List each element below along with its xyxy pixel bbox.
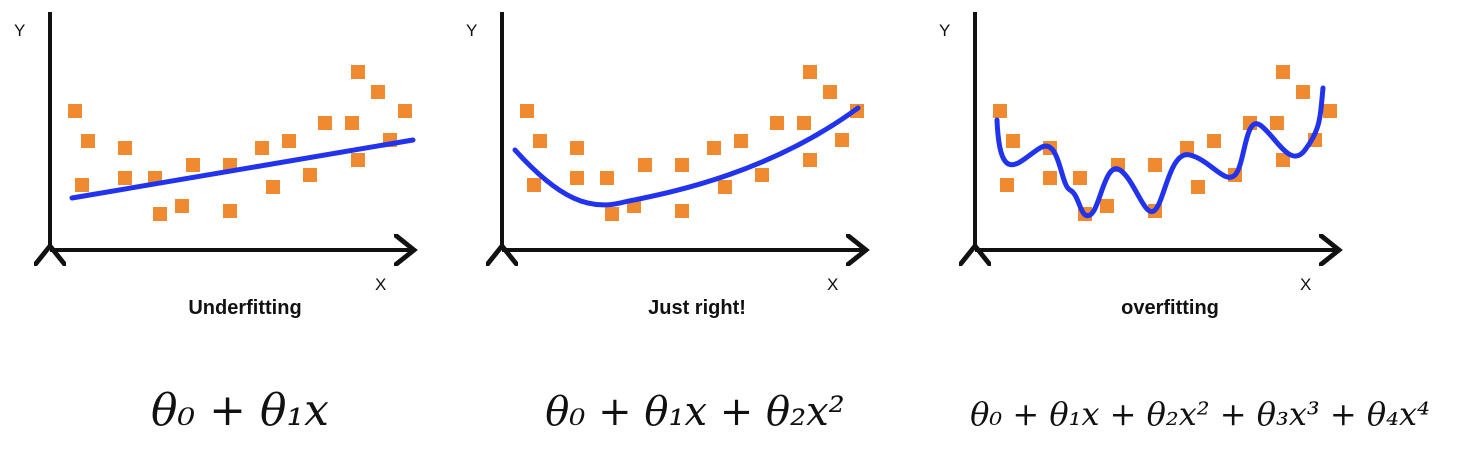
formula: θ₀ + θ₁x + θ₂x² + θ₃x³ + θ₄x⁴ <box>970 395 1430 433</box>
data-point <box>118 141 132 155</box>
data-point <box>1100 199 1114 213</box>
data-point <box>770 116 784 130</box>
data-point <box>175 199 189 213</box>
data-point <box>1207 134 1221 148</box>
data-point <box>351 153 365 167</box>
data-point <box>1148 158 1162 172</box>
fit-wiggle <box>994 85 1326 219</box>
data-point <box>398 104 412 118</box>
panels: Y X Underfitting θ₀ + θ₁x Y X Just right! θ₀ + … <box>14 12 1430 436</box>
fit-curve <box>512 105 861 208</box>
y-label: Y <box>466 21 477 40</box>
data-point <box>734 134 748 148</box>
y-label: Y <box>939 21 950 40</box>
data-point <box>75 178 89 192</box>
data-point <box>605 207 619 221</box>
data-point <box>675 158 689 172</box>
data-point <box>797 116 811 130</box>
data-point <box>1191 180 1205 194</box>
data-point <box>81 134 95 148</box>
data-point <box>520 104 534 118</box>
data-point <box>255 141 269 155</box>
data-point <box>1270 116 1284 130</box>
data-point <box>1073 171 1087 185</box>
axes <box>50 12 410 250</box>
data-point <box>803 65 817 79</box>
data-point <box>570 141 584 155</box>
x-label: X <box>1300 275 1311 294</box>
data-point <box>755 168 769 182</box>
data-point <box>303 168 317 182</box>
formula: θ₀ + θ₁x + θ₂x² <box>545 389 844 435</box>
x-label: X <box>827 275 838 294</box>
axes <box>975 12 1335 250</box>
data-point <box>153 207 167 221</box>
data-point <box>1043 171 1057 185</box>
data-point <box>570 171 584 185</box>
data-point <box>1296 85 1310 99</box>
data-point <box>707 141 721 155</box>
data-point <box>1276 65 1290 79</box>
data-point <box>345 116 359 130</box>
axes <box>502 12 862 250</box>
data-point <box>318 116 332 130</box>
data-point <box>638 158 652 172</box>
data-point <box>675 204 689 218</box>
y-label: Y <box>14 21 25 40</box>
panel-title: Just right! <box>648 297 746 319</box>
data-point <box>223 204 237 218</box>
data-point <box>823 85 837 99</box>
data-point <box>1180 141 1194 155</box>
panel-title: overfitting <box>1121 297 1219 319</box>
data-point <box>371 85 385 99</box>
data-point <box>1000 178 1014 192</box>
data-point <box>186 158 200 172</box>
data-point <box>282 134 296 148</box>
data-point <box>1323 104 1337 118</box>
data-point <box>1006 134 1020 148</box>
fit-line <box>69 137 416 201</box>
data-point <box>68 104 82 118</box>
data-point <box>533 134 547 148</box>
data-point <box>835 133 849 147</box>
x-label: X <box>375 275 386 294</box>
data-point <box>351 65 365 79</box>
data-point <box>718 180 732 194</box>
data-point <box>527 178 541 192</box>
panel-title: Underfitting <box>188 297 301 319</box>
data-point <box>600 171 614 185</box>
data-point <box>1276 153 1290 167</box>
data-point <box>993 104 1007 118</box>
data-point <box>118 171 132 185</box>
formula: θ₀ + θ₁x <box>151 385 329 436</box>
data-point <box>803 153 817 167</box>
data-point <box>266 180 280 194</box>
